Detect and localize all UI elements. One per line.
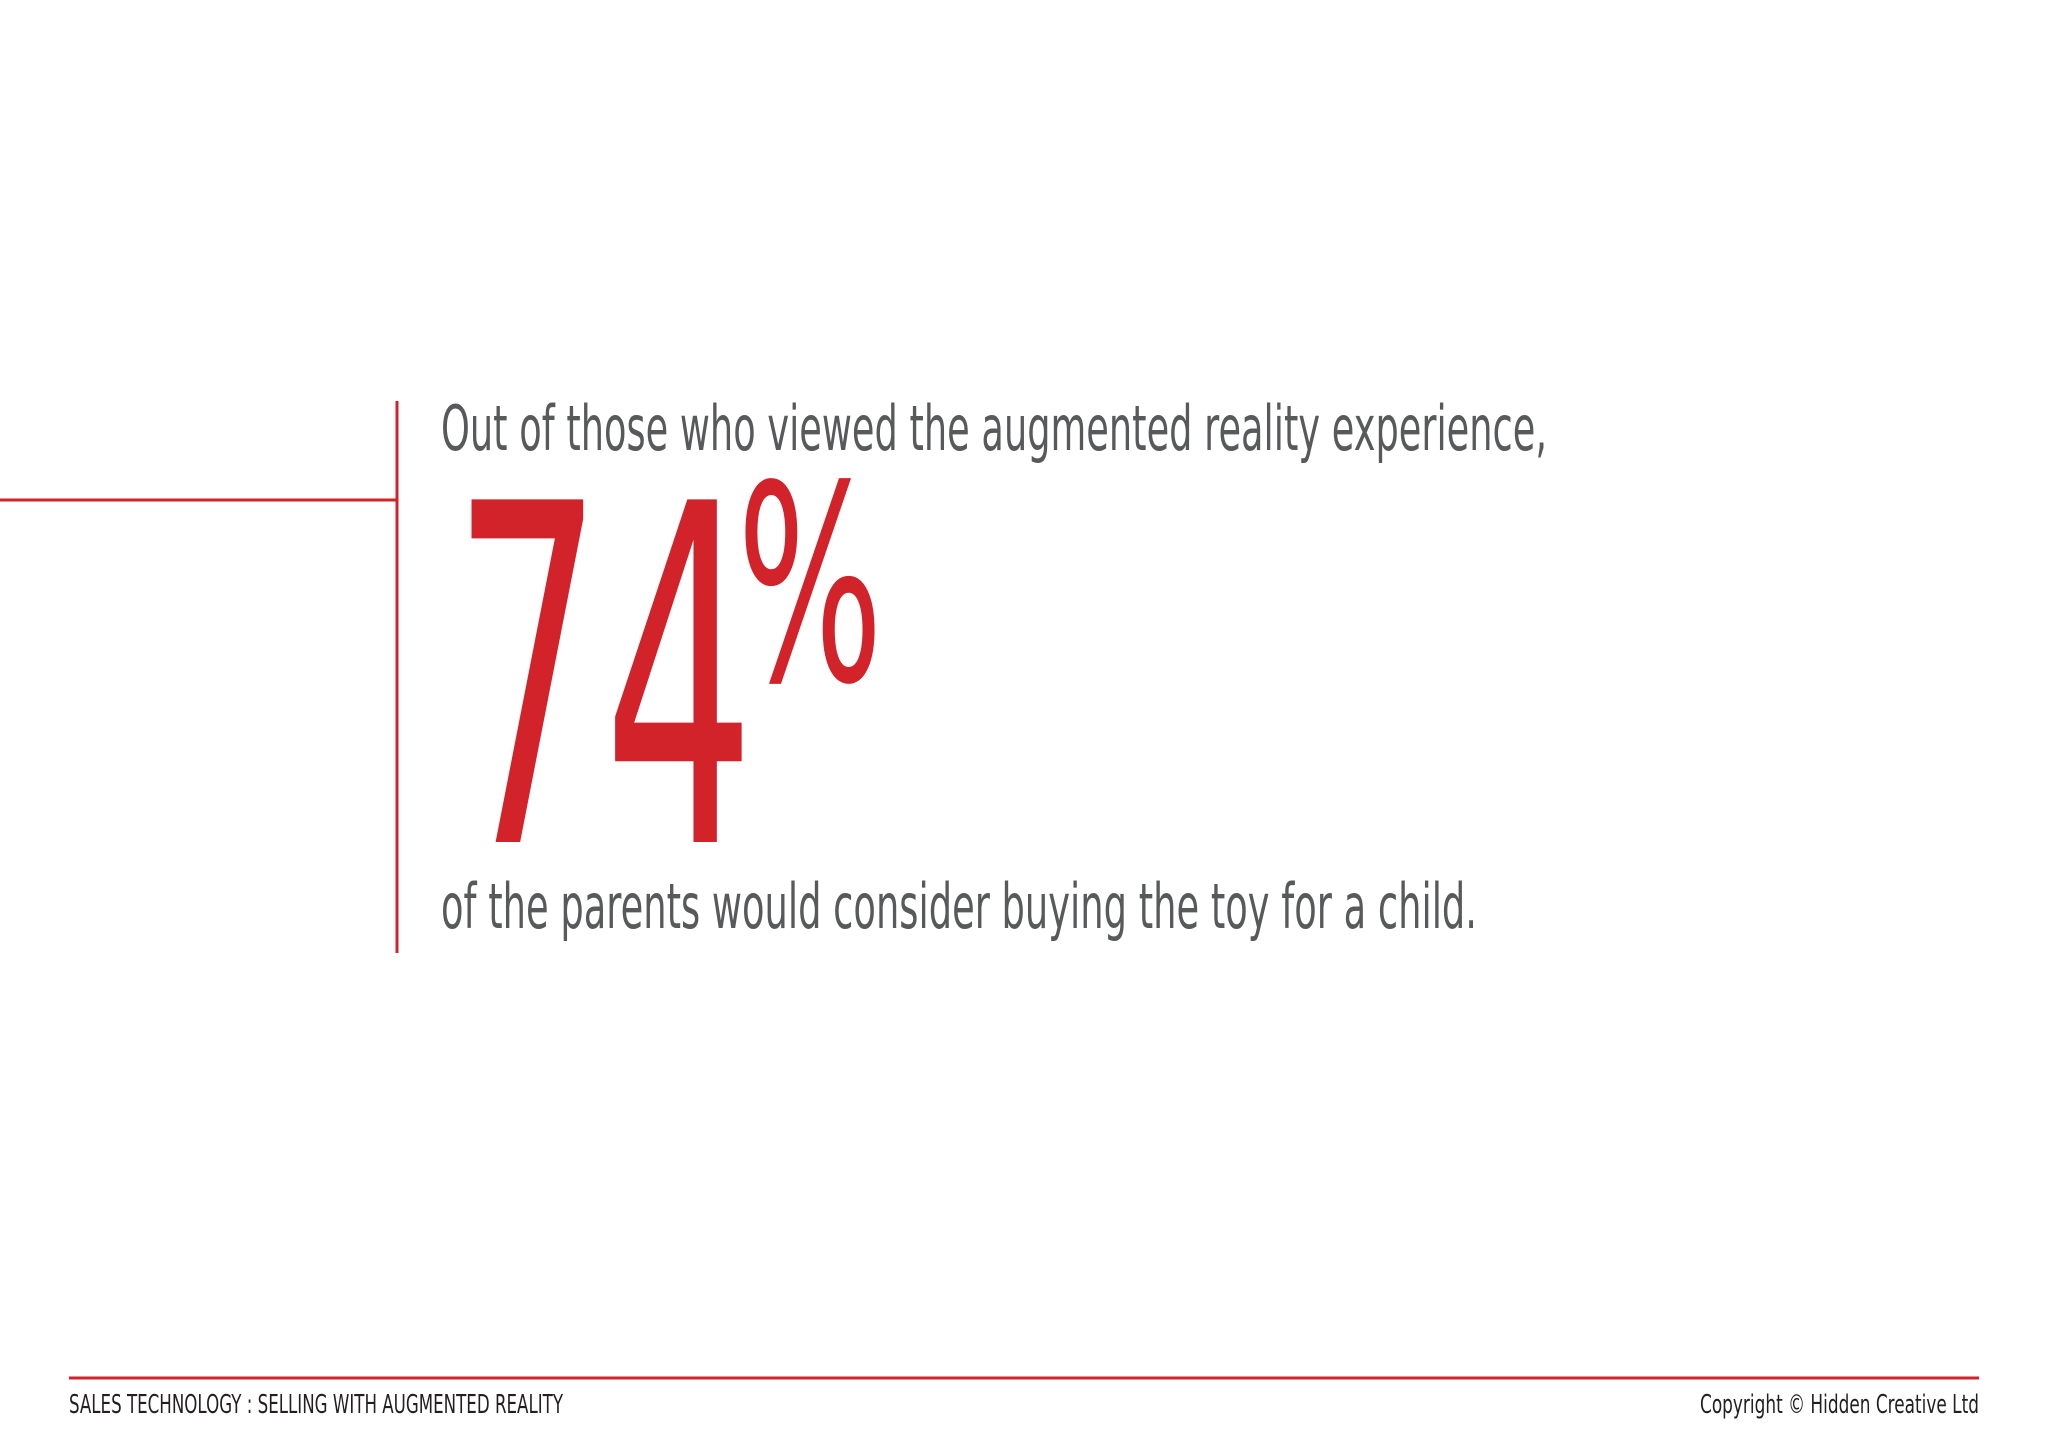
footer-copyright: Copyright © Hidden Creative Ltd [1700,1390,1979,1420]
stat-unit: % [737,429,883,745]
intro-text: Out of those who viewed the augmented re… [441,392,1547,465]
stat-value: 74 [452,406,755,953]
outro-text: of the parents would consider buying the… [441,870,1477,943]
footer-title: SALES TECHNOLOGY : SELLING WITH AUGMENTE… [69,1390,563,1420]
